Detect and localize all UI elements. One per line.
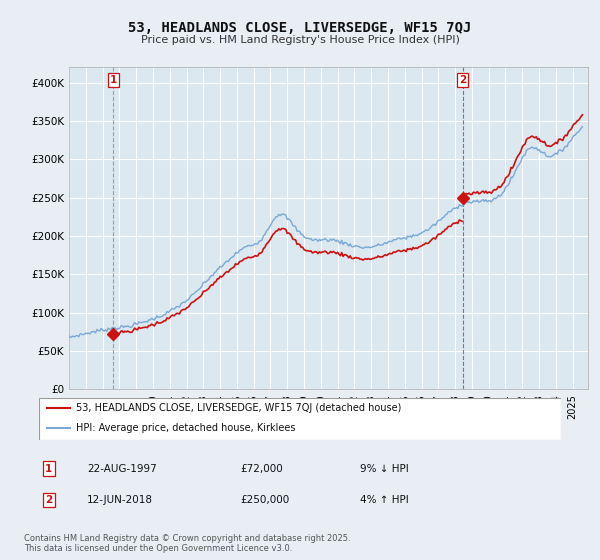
- Text: 1: 1: [110, 75, 117, 85]
- Text: HPI: Average price, detached house, Kirklees: HPI: Average price, detached house, Kirk…: [76, 423, 295, 433]
- Text: 9% ↓ HPI: 9% ↓ HPI: [360, 464, 409, 474]
- Text: 1: 1: [45, 464, 52, 474]
- Text: £72,000: £72,000: [240, 464, 283, 474]
- Text: 53, HEADLANDS CLOSE, LIVERSEDGE, WF15 7QJ (detached house): 53, HEADLANDS CLOSE, LIVERSEDGE, WF15 7Q…: [76, 403, 401, 413]
- Text: 4% ↑ HPI: 4% ↑ HPI: [360, 495, 409, 505]
- Text: Price paid vs. HM Land Registry's House Price Index (HPI): Price paid vs. HM Land Registry's House …: [140, 35, 460, 45]
- Text: 2: 2: [45, 495, 52, 505]
- Text: £250,000: £250,000: [240, 495, 289, 505]
- Text: 2: 2: [459, 75, 466, 85]
- Text: 22-AUG-1997: 22-AUG-1997: [87, 464, 157, 474]
- Text: 12-JUN-2018: 12-JUN-2018: [87, 495, 153, 505]
- Text: Contains HM Land Registry data © Crown copyright and database right 2025.
This d: Contains HM Land Registry data © Crown c…: [24, 534, 350, 553]
- Text: 53, HEADLANDS CLOSE, LIVERSEDGE, WF15 7QJ: 53, HEADLANDS CLOSE, LIVERSEDGE, WF15 7Q…: [128, 21, 472, 35]
